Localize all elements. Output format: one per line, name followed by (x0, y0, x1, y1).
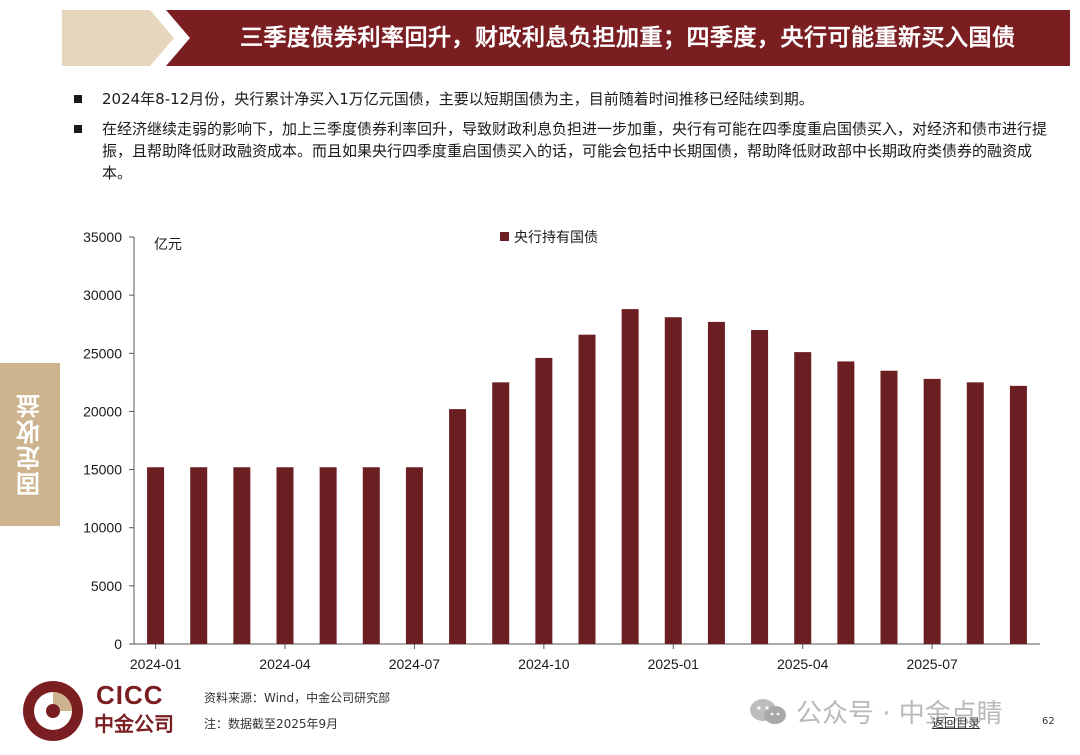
x-tick-label: 2024-01 (130, 656, 182, 672)
bar-2024-03 (233, 467, 251, 644)
bar-2024-02 (190, 467, 208, 644)
bar-2025-09 (1009, 385, 1027, 644)
data-note: 注：数据截至2025年9月 (204, 717, 339, 731)
title-banner-shape (62, 10, 1070, 66)
back-to-contents-link[interactable]: 返回目录 (932, 716, 981, 730)
bullet-square-icon (74, 125, 82, 133)
cicc-logo-icon (23, 681, 83, 741)
y-tick-label: 25000 (83, 345, 122, 361)
bar-2025-05 (837, 361, 855, 644)
source-note: 资料来源：Wind，中金公司研究部 (204, 691, 391, 705)
x-tick-label: 2024-07 (389, 656, 441, 672)
y-unit-label: 亿元 (154, 237, 182, 253)
wechat-icon (750, 698, 786, 724)
bar-2025-01 (664, 317, 682, 644)
bar-2024-05 (319, 467, 337, 644)
page-title: 三季度债券利率回升，财政利息负担加重；四季度，央行可能重新买入国债 (240, 25, 1016, 51)
y-tick-label: 10000 (83, 520, 122, 536)
section-side-tab[interactable]: 固定收益 (0, 363, 60, 526)
page-number: 62 (1042, 716, 1055, 727)
x-tick-label: 2024-10 (518, 656, 570, 672)
bar-2024-06 (362, 467, 380, 644)
bar-2024-01 (147, 467, 165, 644)
bar-2025-08 (966, 382, 984, 644)
y-tick-label: 15000 (83, 462, 122, 478)
x-tick-label: 2025-04 (777, 656, 829, 672)
bar-2024-04 (276, 467, 294, 644)
y-tick-label: 30000 (83, 287, 122, 303)
logo-text-cn: 中金公司 (94, 712, 174, 736)
legend-swatch (500, 232, 509, 241)
bar-2024-09 (492, 382, 510, 644)
y-tick-label: 5000 (91, 578, 122, 594)
bar-2025-04 (794, 352, 812, 644)
watermark: 公众号 · 中金点睛 (748, 693, 1003, 730)
bar-2025-07 (923, 378, 941, 644)
bar-2024-11 (578, 334, 596, 644)
y-tick-label: 20000 (83, 403, 122, 419)
y-tick-label: 0 (114, 636, 122, 652)
bullet-square-icon (74, 95, 82, 103)
bar-2025-06 (880, 370, 898, 644)
bar-2025-03 (751, 330, 769, 644)
watermark-text: 公众号 · 中金点睛 (796, 699, 1003, 729)
bar-2025-02 (707, 321, 725, 644)
bullet-item: 2024年8-12月份，央行累计净买入1万亿元国债，主要以短期国债为主，目前随着… (74, 88, 1059, 110)
bar-2024-08 (449, 409, 467, 644)
bullet-text: 在经济继续走弱的影响下，加上三季度债券利率回升，导致财政利息负担进一步加重，央行… (102, 120, 1048, 182)
logo-text-en: CICC (96, 680, 164, 710)
bullet-text: 2024年8-12月份，央行累计净买入1万亿元国债，主要以短期国债为主，目前随着… (102, 90, 814, 108)
y-tick-label: 35000 (83, 229, 122, 245)
bar-chart: 0 5000 10000 15000 20000 25000 30000 35000 亿元 202… (83, 229, 1040, 672)
legend-label: 央行持有国债 (514, 230, 598, 246)
bar-2024-07 (405, 467, 423, 644)
bullet-item: 在经济继续走弱的影响下，加上三季度债券利率回升，导致财政利息负担进一步加重，央行… (74, 118, 1059, 184)
bar-2024-10 (535, 357, 553, 644)
bullet-list: 2024年8-12月份，央行累计净买入1万亿元国债，主要以短期国债为主，目前随着… (74, 88, 1059, 192)
x-tick-label: 2025-01 (648, 656, 700, 672)
title-bar: 三季度债券利率回升，财政利息负担加重；四季度，央行可能重新买入国债 (62, 10, 1070, 66)
x-tick-label: 2024-04 (259, 656, 311, 672)
bar-2024-12 (621, 309, 639, 644)
x-tick-label: 2025-07 (906, 656, 958, 672)
